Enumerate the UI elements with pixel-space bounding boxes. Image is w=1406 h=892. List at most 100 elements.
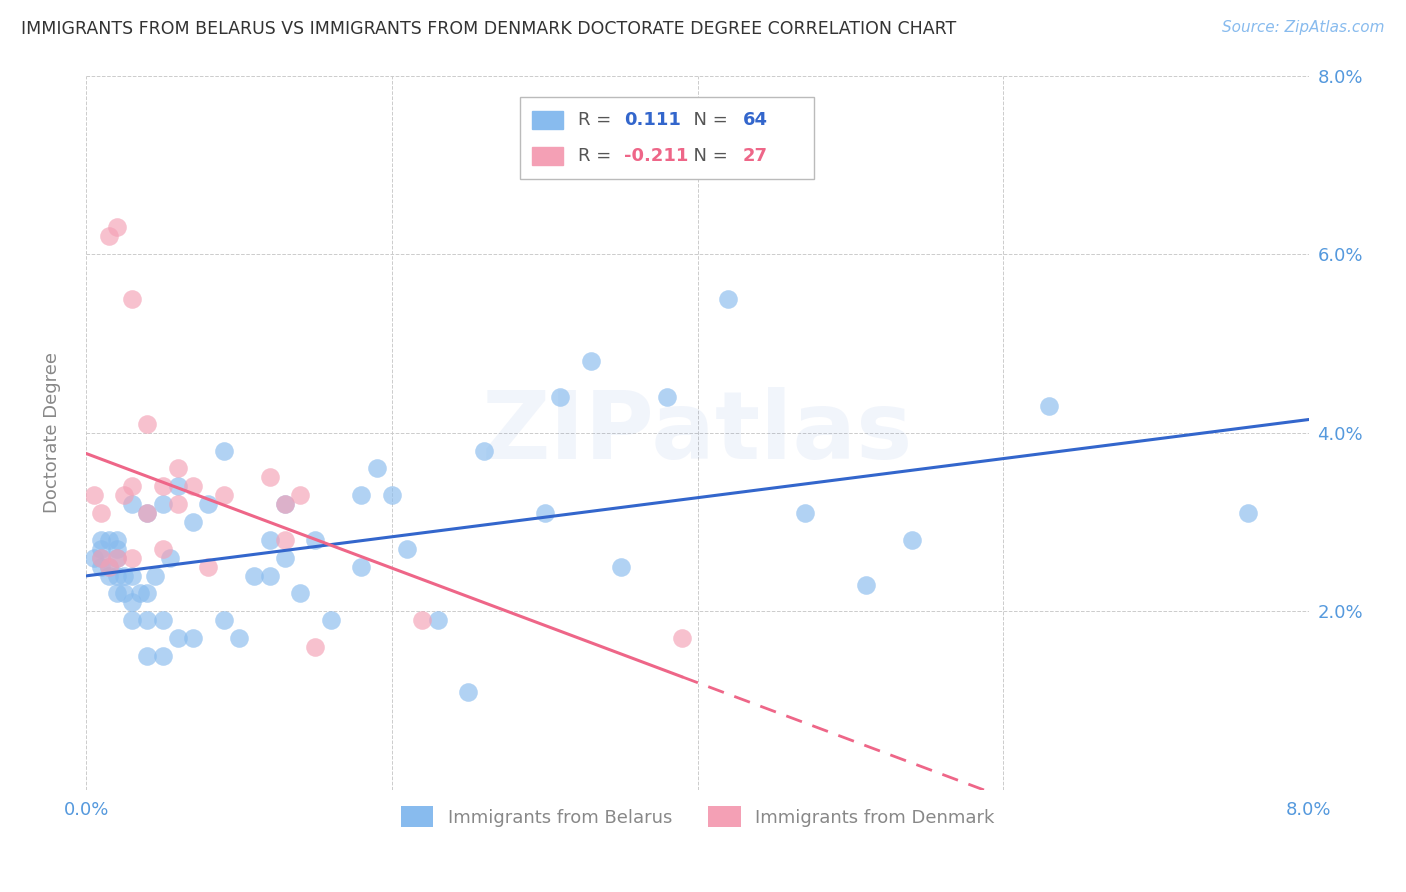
Point [350,488,373,502]
Point [288,488,311,502]
Point [366,461,388,475]
Point [655,390,678,404]
Text: N =: N = [682,147,733,165]
Point [197,559,219,574]
Point [105,586,128,600]
Point [152,497,174,511]
Point [136,417,159,431]
Point [90,550,112,565]
Point [228,631,250,645]
Point [717,292,740,306]
Text: ZIPatlas: ZIPatlas [482,387,914,479]
Y-axis label: Doctorate Degree: Doctorate Degree [44,352,60,513]
Point [243,568,266,582]
Point [112,568,135,582]
Point [143,568,166,582]
Point [121,292,143,306]
Point [181,631,204,645]
Point [304,533,326,547]
Point [98,559,121,574]
Point [98,533,121,547]
Point [121,568,143,582]
Point [212,488,235,502]
Point [166,461,188,475]
Text: 64: 64 [742,111,768,129]
Text: 27: 27 [742,147,768,165]
Point [274,497,297,511]
Point [90,550,112,565]
Point [181,515,204,529]
Point [197,497,219,511]
Point [121,595,143,609]
Point [274,533,297,547]
Point [90,506,112,520]
Text: -0.211: -0.211 [624,147,689,165]
Point [90,541,112,556]
Point [610,559,633,574]
Text: R =: R = [578,147,617,165]
Text: IMMIGRANTS FROM BELARUS VS IMMIGRANTS FROM DENMARK DOCTORATE DEGREE CORRELATION : IMMIGRANTS FROM BELARUS VS IMMIGRANTS FR… [21,20,956,37]
Point [152,648,174,663]
Point [426,613,449,627]
Point [671,631,693,645]
Point [212,613,235,627]
Point [259,533,281,547]
Point [105,220,128,235]
Point [288,586,311,600]
Point [90,559,112,574]
Text: N =: N = [682,111,733,129]
Point [793,506,815,520]
Point [90,533,112,547]
Point [105,550,128,565]
Point [112,488,135,502]
Point [105,533,128,547]
Point [83,488,105,502]
Point [98,229,121,244]
Point [855,577,877,591]
Point [166,479,188,493]
Point [105,541,128,556]
Point [112,586,135,600]
Point [83,550,105,565]
Text: 0.111: 0.111 [624,111,681,129]
Point [533,506,555,520]
Point [166,497,188,511]
Bar [533,111,562,128]
Point [259,568,281,582]
Point [105,550,128,565]
Point [579,354,602,368]
Point [152,541,174,556]
Point [457,684,479,698]
Point [212,443,235,458]
Point [411,613,433,627]
Point [105,568,128,582]
Point [274,497,297,511]
Point [900,533,922,547]
Legend: Immigrants from Belarus, Immigrants from Denmark: Immigrants from Belarus, Immigrants from… [394,799,1001,835]
Point [121,497,143,511]
Point [136,613,159,627]
Point [396,541,419,556]
Point [98,568,121,582]
Point [98,559,121,574]
Point [136,506,159,520]
Point [259,470,281,484]
Point [166,631,188,645]
Point [1038,399,1060,413]
Text: Source: ZipAtlas.com: Source: ZipAtlas.com [1222,20,1385,35]
Point [121,479,143,493]
Point [128,586,150,600]
Point [381,488,404,502]
Point [304,640,326,654]
Point [152,613,174,627]
FancyBboxPatch shape [520,97,814,179]
Point [274,550,297,565]
Point [136,506,159,520]
Point [181,479,204,493]
Point [472,443,495,458]
Point [548,390,571,404]
Bar [533,147,562,165]
Text: R =: R = [578,111,617,129]
Point [319,613,342,627]
Point [159,550,181,565]
